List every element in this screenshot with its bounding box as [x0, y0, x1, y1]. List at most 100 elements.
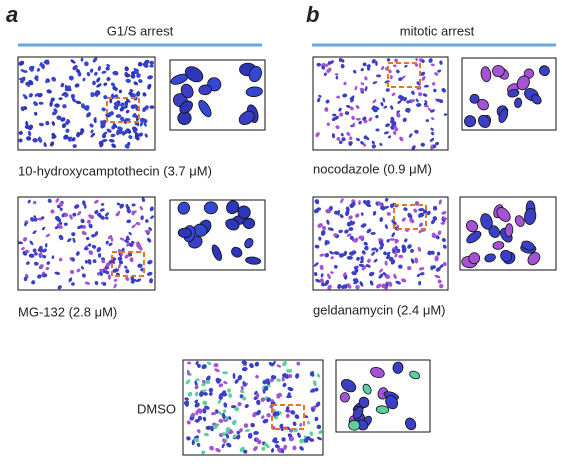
cell — [197, 415, 203, 421]
cell — [430, 144, 434, 150]
cell — [388, 256, 394, 262]
cell — [97, 65, 101, 71]
cell — [420, 71, 426, 76]
cell — [94, 281, 99, 285]
cell — [184, 397, 189, 401]
cell — [366, 199, 371, 205]
cell — [237, 205, 251, 219]
cell — [317, 97, 321, 103]
cell — [282, 373, 288, 378]
cell — [143, 60, 149, 66]
cell — [70, 94, 76, 99]
cell — [84, 61, 89, 67]
cell — [442, 244, 447, 249]
cell — [327, 227, 334, 231]
cell — [234, 406, 240, 412]
cell — [330, 271, 334, 274]
cell — [34, 251, 38, 256]
cell — [124, 105, 128, 109]
cell — [262, 418, 269, 424]
cell — [349, 106, 354, 111]
cell — [226, 442, 232, 448]
cell — [371, 144, 377, 149]
cell — [99, 141, 104, 148]
cell — [142, 92, 147, 97]
cell — [90, 132, 96, 138]
cell — [108, 242, 113, 247]
cell — [89, 123, 94, 128]
region-box — [393, 204, 427, 230]
cell — [184, 66, 204, 83]
cell — [390, 203, 395, 208]
cell — [141, 197, 146, 203]
cell — [384, 224, 388, 229]
cell — [208, 391, 213, 396]
cell — [325, 208, 332, 214]
cell — [201, 450, 206, 455]
cell — [309, 438, 315, 442]
cell — [88, 250, 94, 256]
cell — [241, 360, 248, 365]
cell — [353, 265, 359, 269]
cell — [381, 65, 385, 71]
cell — [209, 445, 214, 451]
cell — [356, 256, 360, 261]
cell — [245, 256, 262, 265]
cell — [186, 420, 191, 425]
cell — [288, 369, 293, 373]
cell — [139, 206, 143, 211]
cell — [33, 261, 39, 266]
cell — [403, 96, 407, 102]
cell — [507, 89, 520, 98]
cell — [270, 374, 277, 380]
cell — [339, 392, 350, 403]
cell — [344, 284, 348, 289]
cell — [468, 252, 481, 265]
cell — [346, 284, 352, 289]
cell — [112, 70, 119, 76]
cell — [359, 260, 364, 264]
cell — [177, 227, 192, 239]
cell — [524, 207, 537, 225]
cell — [100, 120, 105, 126]
cell — [90, 93, 95, 98]
cell — [71, 257, 75, 262]
cell — [326, 69, 331, 73]
cell — [527, 252, 541, 266]
cell — [316, 62, 322, 67]
cell — [326, 122, 331, 126]
cell — [368, 271, 375, 277]
cell — [125, 276, 130, 281]
cell — [244, 238, 254, 249]
cell — [364, 85, 368, 92]
cell — [418, 267, 425, 271]
cell — [391, 232, 396, 238]
cell — [30, 217, 35, 222]
cell — [144, 229, 151, 234]
cell — [348, 419, 361, 431]
cell — [146, 271, 153, 276]
cell — [378, 268, 384, 273]
cell — [330, 256, 334, 260]
cell — [361, 265, 367, 271]
cell — [384, 197, 389, 202]
cell — [404, 238, 408, 243]
cell — [94, 231, 99, 237]
cell — [85, 236, 90, 241]
cell — [26, 136, 32, 141]
cell — [355, 284, 360, 290]
cell — [125, 109, 130, 114]
cell — [278, 410, 282, 415]
cell — [288, 373, 293, 379]
image-border — [335, 359, 431, 433]
cell — [363, 119, 368, 124]
cell — [54, 271, 61, 275]
cell — [118, 263, 121, 269]
cell — [315, 401, 321, 408]
cell — [359, 281, 364, 287]
cell — [130, 73, 136, 79]
cell — [106, 63, 110, 68]
cell — [136, 91, 141, 97]
cell — [34, 92, 40, 97]
cell — [21, 76, 26, 83]
